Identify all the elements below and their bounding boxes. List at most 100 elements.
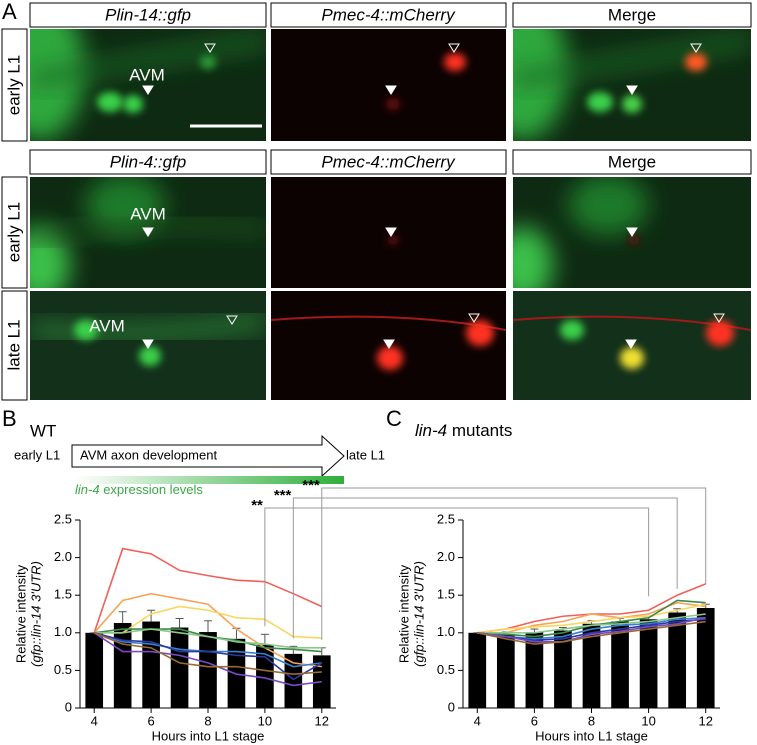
x-axis-title: Hours into L1 stage	[152, 728, 265, 743]
y-axis-title: Relative intensity	[396, 564, 411, 663]
micrograph	[513, 177, 751, 288]
bar	[170, 627, 189, 708]
title-text: mutants	[452, 421, 512, 440]
significance-bracket	[264, 507, 650, 627]
x-tick-label: 6	[531, 713, 538, 728]
stage-label: late L1	[346, 447, 385, 462]
header-box	[29, 149, 267, 175]
y-tick-label: 2.5	[437, 511, 455, 526]
x-tick-label: 4	[91, 713, 98, 728]
header: Plin-14::gfp	[105, 5, 191, 24]
cell-label: AVM	[129, 65, 165, 84]
bar	[199, 632, 217, 708]
y-axis-subtitle: (gfp::lin-14 3'UTR)	[411, 561, 426, 667]
header-row	[1, 2, 752, 401]
y-tick-label: 2.5	[54, 511, 72, 526]
series-line	[477, 616, 706, 643]
header-box	[512, 149, 752, 175]
x-tick-label: 8	[588, 713, 595, 728]
y-axis-title: Relative intensity	[13, 564, 28, 663]
cell-label: AVM	[89, 316, 125, 335]
bar	[554, 630, 572, 708]
panel-label: B	[2, 406, 17, 431]
micrograph	[513, 29, 751, 141]
significance-bracket	[292, 497, 678, 639]
y-tick-label: 2.0	[54, 549, 72, 564]
micrograph	[30, 291, 266, 400]
bar	[696, 607, 715, 708]
arrowheads	[142, 43, 725, 349]
y-tick-label: 0	[448, 699, 455, 714]
header-box	[270, 2, 507, 28]
bar	[468, 632, 487, 708]
bar	[85, 632, 104, 708]
header: Plin-4::gfp	[110, 152, 187, 171]
y-tick-label: 1.0	[437, 624, 455, 639]
row-label: late L1	[4, 319, 23, 370]
bar	[668, 612, 687, 708]
row-label-box	[1, 290, 28, 401]
stage-arrow	[71, 434, 345, 478]
micrograph	[30, 29, 266, 141]
series-line	[477, 620, 706, 645]
header: Pmec-4::mCherry	[321, 5, 456, 24]
expression-gradient	[75, 476, 344, 484]
significance: ***	[274, 487, 292, 504]
bar	[525, 632, 544, 708]
series-line	[477, 603, 706, 634]
significance: **	[251, 497, 263, 514]
panel-label: A	[2, 0, 17, 24]
expression-label: lin-4 expression levels	[75, 482, 203, 497]
y-tick-label: 0.5	[437, 662, 455, 677]
series-line	[94, 632, 323, 681]
y-tick-label: 2.0	[437, 549, 455, 564]
y-tick-label: 1.0	[54, 624, 72, 639]
x-tick-label: 6	[147, 713, 154, 728]
panel-title: lin-4 mutants	[415, 421, 512, 440]
y-tick-label: 1.5	[437, 587, 455, 602]
x-axis-title: Hours into L1 stage	[535, 728, 648, 743]
bar	[142, 621, 160, 708]
cell-label: AVM	[130, 204, 166, 223]
x-tick-label: 10	[641, 713, 655, 728]
micrograph	[271, 29, 506, 141]
x-tick-label: 12	[315, 713, 329, 728]
header-box	[512, 2, 752, 28]
y-axis-subtitle: (gfp::lin-14 3'UTR)	[28, 561, 43, 667]
significance-bracket	[321, 487, 707, 640]
bar	[639, 619, 658, 708]
header: Merge	[608, 5, 656, 24]
series-line	[93, 632, 322, 687]
x-tick-label: 8	[204, 713, 211, 728]
x-tick-label: 12	[698, 713, 712, 728]
panel-label: C	[386, 406, 402, 431]
y-tick-label: 0	[65, 699, 72, 714]
expression-text: expression levels	[103, 482, 203, 497]
series-line	[94, 605, 322, 639]
x-tick-label: 10	[258, 713, 272, 728]
panel-title: WT	[30, 421, 56, 440]
row-label: early L1	[4, 55, 23, 115]
gene: lin-4	[415, 421, 447, 440]
series-line	[477, 613, 706, 634]
series-line	[93, 547, 323, 634]
micrograph	[30, 177, 266, 288]
stage-label: early L1	[14, 447, 60, 462]
series-line	[93, 592, 322, 668]
header: Merge	[608, 152, 656, 171]
series-line	[93, 632, 322, 675]
y-tick-label: 0.5	[54, 662, 72, 677]
header-box	[29, 2, 267, 28]
bar	[113, 623, 132, 708]
bar	[582, 623, 601, 708]
row-label-box	[1, 28, 28, 142]
gene: lin-4	[75, 482, 100, 497]
row-label-box	[1, 176, 28, 289]
header: Pmec-4::mCherry	[321, 152, 456, 171]
stage-process: AVM axon development	[80, 447, 217, 462]
y-tick-label: 1.5	[54, 587, 72, 602]
significance: ***	[302, 477, 320, 494]
bar	[284, 653, 303, 708]
bar	[611, 621, 629, 708]
